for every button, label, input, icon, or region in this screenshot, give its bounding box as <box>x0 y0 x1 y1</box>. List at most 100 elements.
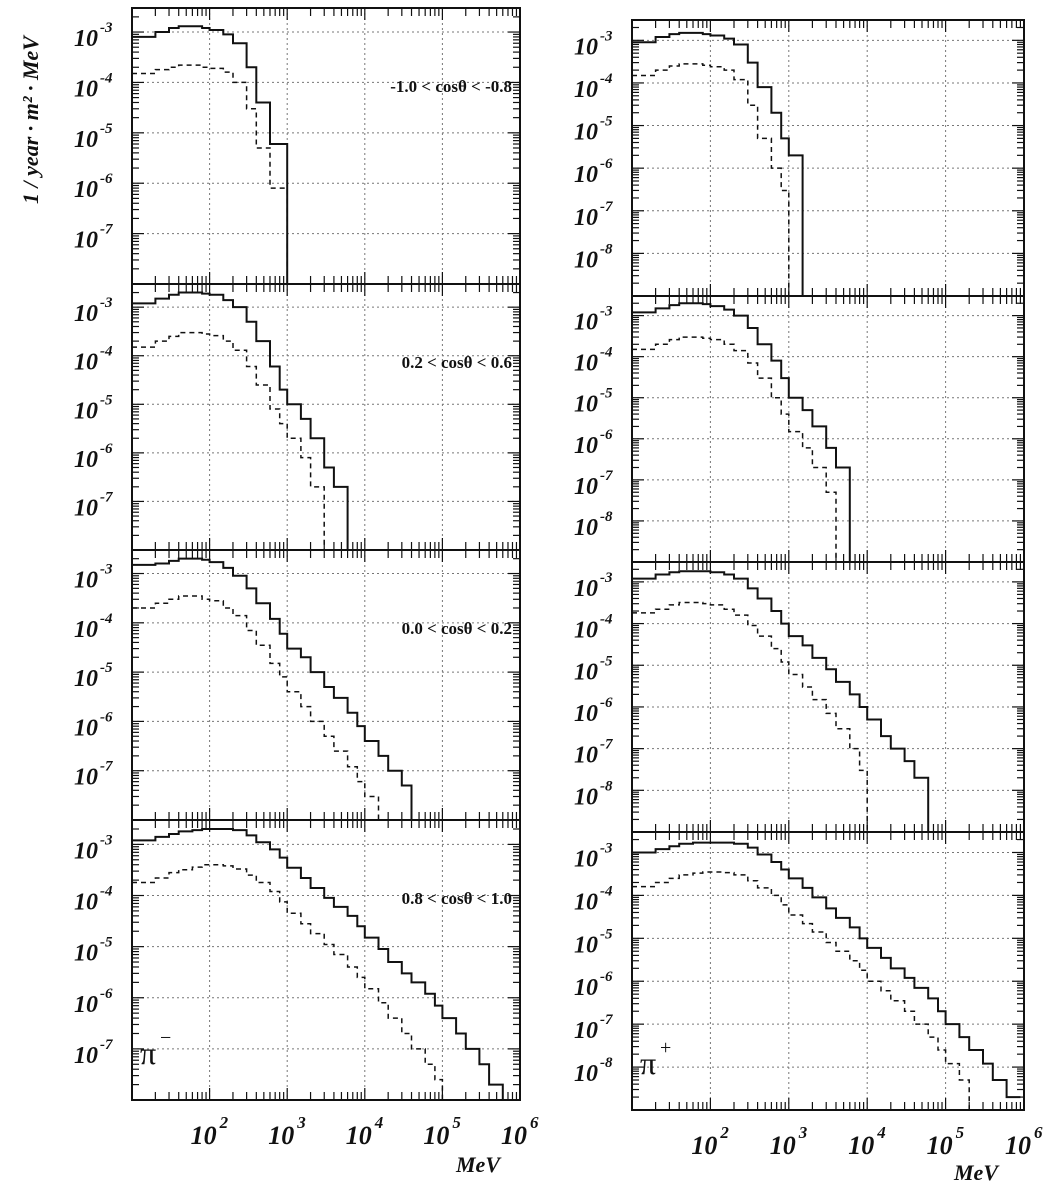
x-tick-label-exponent: 2 <box>719 1123 729 1142</box>
y-tick-label-exponent: -7 <box>100 222 113 238</box>
y-tick-label-exponent: -7 <box>600 199 613 215</box>
series-solid-line <box>132 828 517 1101</box>
particle-label: π <box>640 1045 656 1081</box>
y-tick-label-base: 10 <box>74 76 98 102</box>
y-tick-label-base: 10 <box>74 617 98 643</box>
y-tick-label-base: 10 <box>574 846 598 872</box>
x-tick-label-base: 10 <box>848 1131 874 1160</box>
y-tick-label-exponent: -8 <box>600 509 613 525</box>
y-tick-label-exponent: -4 <box>600 71 613 87</box>
y-tick-label-exponent: -5 <box>600 114 613 130</box>
y-tick-label-base: 10 <box>74 890 98 916</box>
x-axis-title-right: MeV <box>953 1160 1000 1185</box>
series-dashed-line <box>132 64 295 285</box>
x-axis-title-left: MeV <box>455 1152 502 1177</box>
x-tick-label-base: 10 <box>346 1121 372 1150</box>
particle-label: π <box>140 1035 156 1071</box>
y-tick-label-exponent: -5 <box>600 926 613 942</box>
y-tick-label-exponent: -4 <box>100 884 113 900</box>
y-tick-label-exponent: -4 <box>100 611 113 627</box>
y-tick-label-exponent: -8 <box>600 778 613 794</box>
y-tick-label-base: 10 <box>74 495 98 521</box>
x-tick-label-base: 10 <box>423 1121 449 1150</box>
panel-frame <box>631 831 1025 1111</box>
x-tick-label-base: 10 <box>191 1121 217 1150</box>
y-tick-label-exponent: -5 <box>600 653 613 669</box>
series-dashed-line <box>632 871 983 1111</box>
y-tick-label-base: 10 <box>574 205 598 231</box>
y-tick-label-base: 10 <box>574 975 598 1001</box>
y-tick-label-base: 10 <box>574 351 598 377</box>
series-dashed-line <box>632 63 803 297</box>
series-solid-line <box>632 302 864 563</box>
y-tick-label-exponent: -7 <box>100 1037 113 1053</box>
y-tick-label-exponent: -4 <box>100 70 113 86</box>
y-tick-label-exponent: -4 <box>600 612 613 628</box>
particle-charge: + <box>660 1037 671 1059</box>
series-solid-line <box>632 841 1021 1099</box>
y-tick-label-base: 10 <box>574 120 598 146</box>
y-tick-label-base: 10 <box>574 77 598 103</box>
y-tick-label-exponent: -7 <box>600 468 613 484</box>
y-tick-label-exponent: -4 <box>100 344 113 360</box>
y-tick-label-base: 10 <box>74 765 98 791</box>
y-tick-label-base: 10 <box>574 1061 598 1087</box>
y-tick-label-base: 10 <box>574 743 598 769</box>
series-dashed-line <box>132 331 334 551</box>
y-tick-label-exponent: -6 <box>100 171 113 187</box>
x-tick-label-base: 10 <box>268 1121 294 1150</box>
series-solid-line <box>632 31 817 297</box>
y-tick-label-base: 10 <box>74 177 98 203</box>
x-tick-label-exponent: 5 <box>452 1113 461 1132</box>
series-dashed-line <box>632 336 850 563</box>
series-solid-line <box>632 570 942 833</box>
y-tick-label-base: 10 <box>74 992 98 1018</box>
panel-pi-plus-3: 10-310-410-510-610-710-8 <box>574 561 1025 833</box>
series-dashed-line <box>632 601 881 833</box>
y-tick-label-exponent: -3 <box>600 304 613 320</box>
y-tick-label-exponent: -5 <box>600 386 613 402</box>
y-tick-label-base: 10 <box>574 392 598 418</box>
range-label: -1.0 < cosθ < -0.8 <box>390 77 512 96</box>
x-tick-label-base: 10 <box>1005 1131 1031 1160</box>
column-pi-minus: 10-310-410-510-610 -7-1.0 < cosθ < -0.810… <box>74 7 539 1150</box>
x-tick-label-base: 10 <box>927 1131 953 1160</box>
x-tick-label-exponent: 4 <box>876 1123 886 1142</box>
y-tick-label-exponent: -4 <box>600 883 613 899</box>
y-tick-label-exponent: -3 <box>100 562 113 578</box>
series-dashed-line <box>132 595 402 821</box>
y-tick-label-exponent: -7 <box>600 737 613 753</box>
y-tick-label-exponent: -8 <box>600 241 613 257</box>
y-tick-label-base: 10 <box>74 715 98 741</box>
x-tick-label-exponent: 4 <box>374 1113 384 1132</box>
x-tick-label-exponent: 3 <box>296 1113 306 1132</box>
y-axis-title: 1 / year · m² · MeV <box>18 34 43 204</box>
range-label: 0.8 < cosθ < 1.0 <box>402 889 512 908</box>
y-tick-label-exponent: -5 <box>100 660 113 676</box>
y-tick-label-base: 10 <box>574 34 598 60</box>
y-tick-label-base: 10 <box>574 618 598 644</box>
y-tick-label-exponent: -3 <box>100 295 113 311</box>
y-tick-label-base: 10 <box>574 310 598 336</box>
y-tick-label-base: 10 <box>574 1018 598 1044</box>
y-tick-label-exponent: -5 <box>100 935 113 951</box>
series-solid-line <box>132 25 295 285</box>
range-label: 0.0 < cosθ < 0.2 <box>402 619 512 638</box>
y-tick-label-exponent: -6 <box>100 441 113 457</box>
panel-pi-minus-3: 10-310-410-510-610 -70.0 < cosθ < 0.2 <box>74 549 521 821</box>
particle-charge: − <box>160 1027 171 1049</box>
y-tick-label-exponent: -6 <box>600 427 613 443</box>
x-tick-label-exponent: 2 <box>219 1113 229 1132</box>
y-tick-label-exponent: -6 <box>600 695 613 711</box>
y-tick-label-exponent: -3 <box>100 832 113 848</box>
y-tick-label-exponent: -4 <box>600 345 613 361</box>
y-tick-label-exponent: -3 <box>600 28 613 44</box>
y-tick-label-base: 10 <box>574 515 598 541</box>
y-tick-label-exponent: -6 <box>600 969 613 985</box>
y-tick-label-base: 10 <box>74 666 98 692</box>
y-tick-label-base: 10 <box>74 941 98 967</box>
y-tick-label-exponent: -8 <box>600 1055 613 1071</box>
y-tick-label-base: 10 <box>574 433 598 459</box>
